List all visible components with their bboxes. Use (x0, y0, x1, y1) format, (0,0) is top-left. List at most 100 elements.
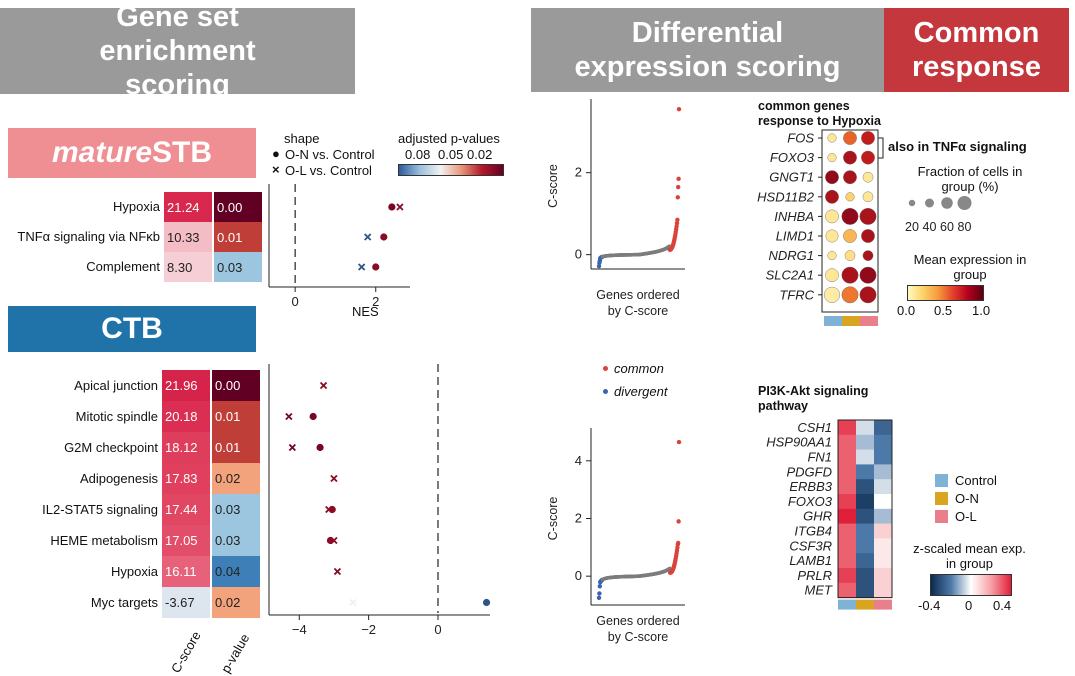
row-label: Complement (86, 259, 160, 274)
gene-label: NDRG1 (768, 248, 814, 263)
gene-label: ITGB4 (794, 524, 832, 539)
color-legend-title: Mean expression in group (913, 252, 1027, 282)
dot (841, 208, 859, 225)
y-tick-label: 2 (575, 165, 582, 180)
x-tick-label: −4 (292, 622, 307, 637)
heat-cell (856, 464, 874, 480)
size-legend-label: 40 (923, 220, 937, 234)
zscore-tick-1: 0 (965, 598, 973, 613)
gene-label: FN1 (807, 450, 832, 465)
heat-cell (838, 553, 856, 569)
stb-nes-xlabel: NES (352, 304, 379, 319)
heat-cell (838, 568, 856, 584)
color-tick-0: 0.0 (897, 303, 916, 318)
dot (825, 170, 839, 185)
heat-cell (874, 508, 892, 525)
ol-marker (364, 233, 372, 241)
group-color-bar (824, 316, 842, 326)
dot (859, 208, 877, 225)
ol-marker (330, 474, 338, 483)
group-color-bar (874, 599, 892, 610)
c-score-cell: 10.33 (164, 222, 212, 252)
p-value-cell: 0.03 (212, 494, 260, 525)
pvalue-tick-2: 0.05 (438, 147, 464, 162)
heat-cell (874, 582, 892, 599)
x-tick-label: 0 (434, 622, 441, 637)
common-legend-dot (603, 366, 608, 371)
p-value-cell: 0.02 (212, 463, 260, 494)
dot (823, 286, 841, 303)
gene-label: MET (805, 583, 834, 598)
dotplot-frame (821, 129, 879, 313)
ol-marker (325, 505, 333, 514)
group-color-bar (860, 316, 878, 326)
dot (843, 131, 857, 145)
size-legend-dot (925, 198, 934, 208)
ctb-nes-chart: −4 −2 0 (268, 364, 491, 637)
pvalue-legend-title: adjusted p-values (398, 131, 500, 146)
dot (845, 192, 855, 202)
gene-label: CSH1 (797, 420, 832, 435)
p-value-cell: 0.02 (212, 587, 260, 618)
zscore-tick-0: -0.4 (918, 598, 941, 613)
c-score-cell: 21.24 (164, 192, 212, 222)
gsea-banner: Gene set enrichment scoring (0, 1, 355, 101)
heat-cell (874, 420, 892, 436)
c-score-cell: 17.05 (162, 525, 210, 556)
dot (859, 266, 877, 284)
dot (844, 250, 856, 261)
shape-legend-on: O-N vs. Control (285, 147, 375, 162)
gene-label: HSD11B2 (757, 189, 815, 204)
heat-cell (838, 449, 856, 465)
c-score-cell: 17.83 (162, 463, 210, 494)
divergent-legend-label: divergent (614, 384, 668, 399)
group-swatch-on (935, 492, 948, 505)
gene-point (676, 439, 682, 445)
heat-cell (874, 523, 892, 539)
dot (827, 133, 837, 143)
pvalue-colorbar (398, 164, 504, 176)
gene-point (676, 176, 681, 182)
ctb-banner-text: CTB (101, 312, 163, 346)
heat-cell (874, 494, 892, 510)
size-legend-label: 60 (940, 220, 954, 234)
gene-point (674, 220, 680, 226)
gene-label: GNGT1 (769, 170, 814, 185)
zscore-colorbar (930, 574, 1012, 596)
mature-italic: mature (51, 136, 153, 170)
p-value-cell: 0.03 (212, 525, 260, 556)
p-value-cell: 0.01 (212, 401, 260, 432)
heat-cell (838, 538, 856, 554)
heat-cell (856, 494, 874, 510)
gene-label: HSP90AA1 (766, 435, 832, 450)
gene-label: FOXO3 (788, 494, 833, 509)
c-score-cell: 18.12 (162, 432, 210, 463)
table-xlabel: p-value (218, 631, 253, 676)
heat-cell (874, 479, 892, 495)
gene-point (675, 217, 680, 223)
ol-marker (333, 567, 342, 576)
x-tick-label: 2 (372, 294, 379, 309)
group-swatch-control (935, 474, 948, 487)
heat-cell (856, 479, 874, 495)
dot (827, 153, 837, 163)
on-marker (372, 263, 380, 271)
gene-point (676, 106, 682, 112)
heat-cell (856, 538, 874, 554)
heat-cell (838, 464, 856, 480)
y-axis-label: C-score (546, 497, 560, 541)
group-color-bar (838, 599, 856, 610)
ol-marker (285, 412, 293, 421)
pvalue-tick-3: 0.02 (467, 147, 493, 162)
group-color-bar (856, 599, 874, 610)
x-axis-label-line2: by C-score (608, 304, 668, 318)
heat-cell (874, 568, 892, 584)
x-tick-label: 0 (292, 294, 299, 309)
dot (841, 286, 859, 304)
group-label-ol: O-L (955, 509, 977, 524)
heat-cell (856, 553, 874, 569)
on-marker (380, 233, 388, 241)
bracket (878, 137, 884, 159)
c-score-cell: 17.44 (162, 494, 210, 525)
row-label: G2M checkpoint (64, 439, 158, 455)
